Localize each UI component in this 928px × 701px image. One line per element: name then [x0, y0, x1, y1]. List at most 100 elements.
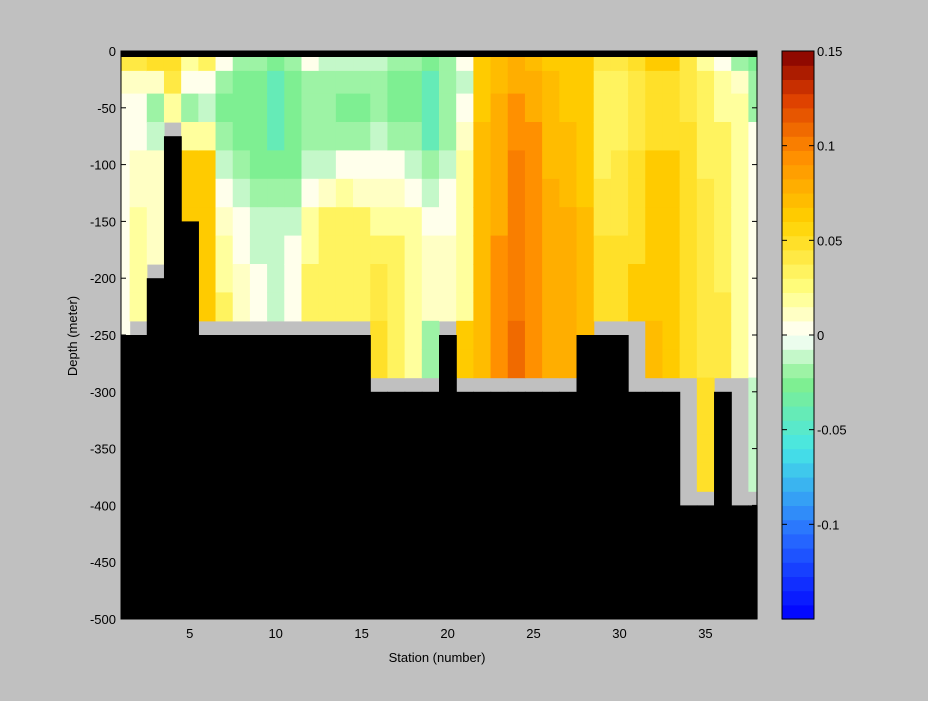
heatmap-cell [507, 235, 526, 265]
heatmap-cell [146, 150, 165, 180]
heatmap-cell [628, 264, 646, 293]
seafloor-column [121, 335, 131, 619]
heatmap-cell [404, 292, 423, 322]
heatmap-cell [318, 70, 337, 95]
colorbar-swatch [782, 249, 814, 265]
heatmap-cell [593, 93, 612, 123]
heatmap-cell [249, 178, 268, 208]
y-tick-label: -300 [90, 385, 116, 400]
heatmap-cell [679, 349, 698, 379]
heatmap-cell [542, 235, 560, 265]
heatmap-cell [421, 70, 440, 95]
heatmap-cell [593, 70, 612, 95]
heatmap-cell [593, 150, 612, 180]
heatmap-cell [353, 150, 371, 180]
heatmap-cell [353, 93, 371, 123]
heatmap-cell [731, 70, 750, 95]
heatmap-cell [524, 122, 543, 151]
heatmap-cell [198, 264, 217, 293]
heatmap-cell [121, 235, 131, 265]
colorbar-swatch [782, 533, 814, 549]
heatmap-cell [610, 122, 629, 151]
heatmap-cell [267, 207, 285, 237]
heatmap-cell [490, 150, 509, 180]
heatmap-cell [473, 349, 492, 379]
heatmap-cell [524, 178, 543, 208]
heatmap-cell [456, 70, 474, 95]
heatmap-cell [249, 93, 268, 123]
heatmap-cell [524, 150, 543, 180]
heatmap-cell [404, 70, 423, 95]
heatmap-cell [576, 235, 595, 265]
colorbar-swatch [782, 150, 814, 166]
seafloor-column [284, 335, 303, 619]
heatmap-cell [335, 292, 354, 322]
heatmap-cell [662, 292, 681, 322]
heatmap-cell [181, 178, 199, 208]
heatmap-cell [542, 122, 560, 151]
heatmap-cell [121, 51, 131, 72]
heatmap-cell [267, 178, 285, 208]
heatmap-cell [490, 349, 509, 379]
heatmap-cell [387, 349, 406, 379]
heatmap-cell [215, 93, 234, 123]
seafloor-column [129, 335, 148, 619]
heatmap-cell [232, 178, 251, 208]
y-tick-label: -250 [90, 328, 116, 343]
heatmap-cell [524, 264, 543, 293]
colorbar-swatch [782, 207, 814, 222]
heatmap-cell [473, 320, 492, 350]
colorbar-swatch [782, 420, 814, 435]
heatmap-cell [714, 349, 732, 379]
colorbar-tick-label: 0 [817, 328, 824, 343]
heatmap-cell [628, 150, 646, 180]
seafloor-column [439, 335, 457, 619]
heatmap-cell [576, 70, 595, 95]
heatmap-cell [610, 264, 629, 293]
colorbar-swatch [782, 93, 814, 109]
colorbar-tick-label: 0.15 [817, 44, 842, 59]
heatmap-cell [335, 93, 354, 123]
heatmap-cell [610, 93, 629, 123]
heatmap-cell [714, 235, 732, 265]
heatmap-cell [404, 93, 423, 123]
heatmap-cell [542, 320, 560, 350]
y-tick-label: -200 [90, 271, 116, 286]
x-tick-label: 35 [698, 626, 712, 641]
colorbar-swatch [782, 576, 814, 592]
heatmap-cell [696, 349, 715, 379]
heatmap-cell [593, 264, 612, 293]
heatmap-cell [576, 178, 595, 208]
y-axis: 0 -50 -100 -150 -200 -250 -300 -350 -400 -450 -500 [90, 44, 757, 627]
heatmap-cell [714, 207, 732, 237]
heatmap-cell [490, 292, 509, 322]
heatmap-cell [714, 150, 732, 180]
colorbar-swatch [782, 491, 814, 506]
heatmap-cell [748, 349, 758, 379]
seafloor-column [507, 391, 526, 619]
seafloor-column [421, 391, 440, 619]
heatmap-cell [507, 349, 526, 379]
heatmap-cell [679, 320, 698, 350]
heatmap-cell [576, 122, 595, 151]
heatmap-cell [679, 122, 698, 151]
heatmap-cell [439, 207, 457, 237]
x-tick-label: 20 [440, 626, 454, 641]
heatmap-cell [249, 292, 268, 322]
colorbar-tick-label: 0.1 [817, 139, 835, 154]
heatmap-cell [679, 235, 698, 265]
heatmap-cell [404, 150, 423, 180]
heatmap-cell [714, 292, 732, 322]
heatmap-cell [163, 93, 182, 123]
heatmap-cell [421, 235, 440, 265]
colorbar-swatch [782, 519, 814, 535]
heatmap-cell [696, 70, 715, 95]
colorbar-swatch [782, 377, 814, 393]
heatmap-cell [121, 122, 131, 151]
heatmap-cell [456, 122, 474, 151]
heatmap-cell [267, 150, 285, 180]
heatmap-cell [215, 150, 234, 180]
heatmap-cell [421, 320, 440, 350]
heatmap-cell [645, 264, 664, 293]
heatmap-cell [301, 178, 320, 208]
